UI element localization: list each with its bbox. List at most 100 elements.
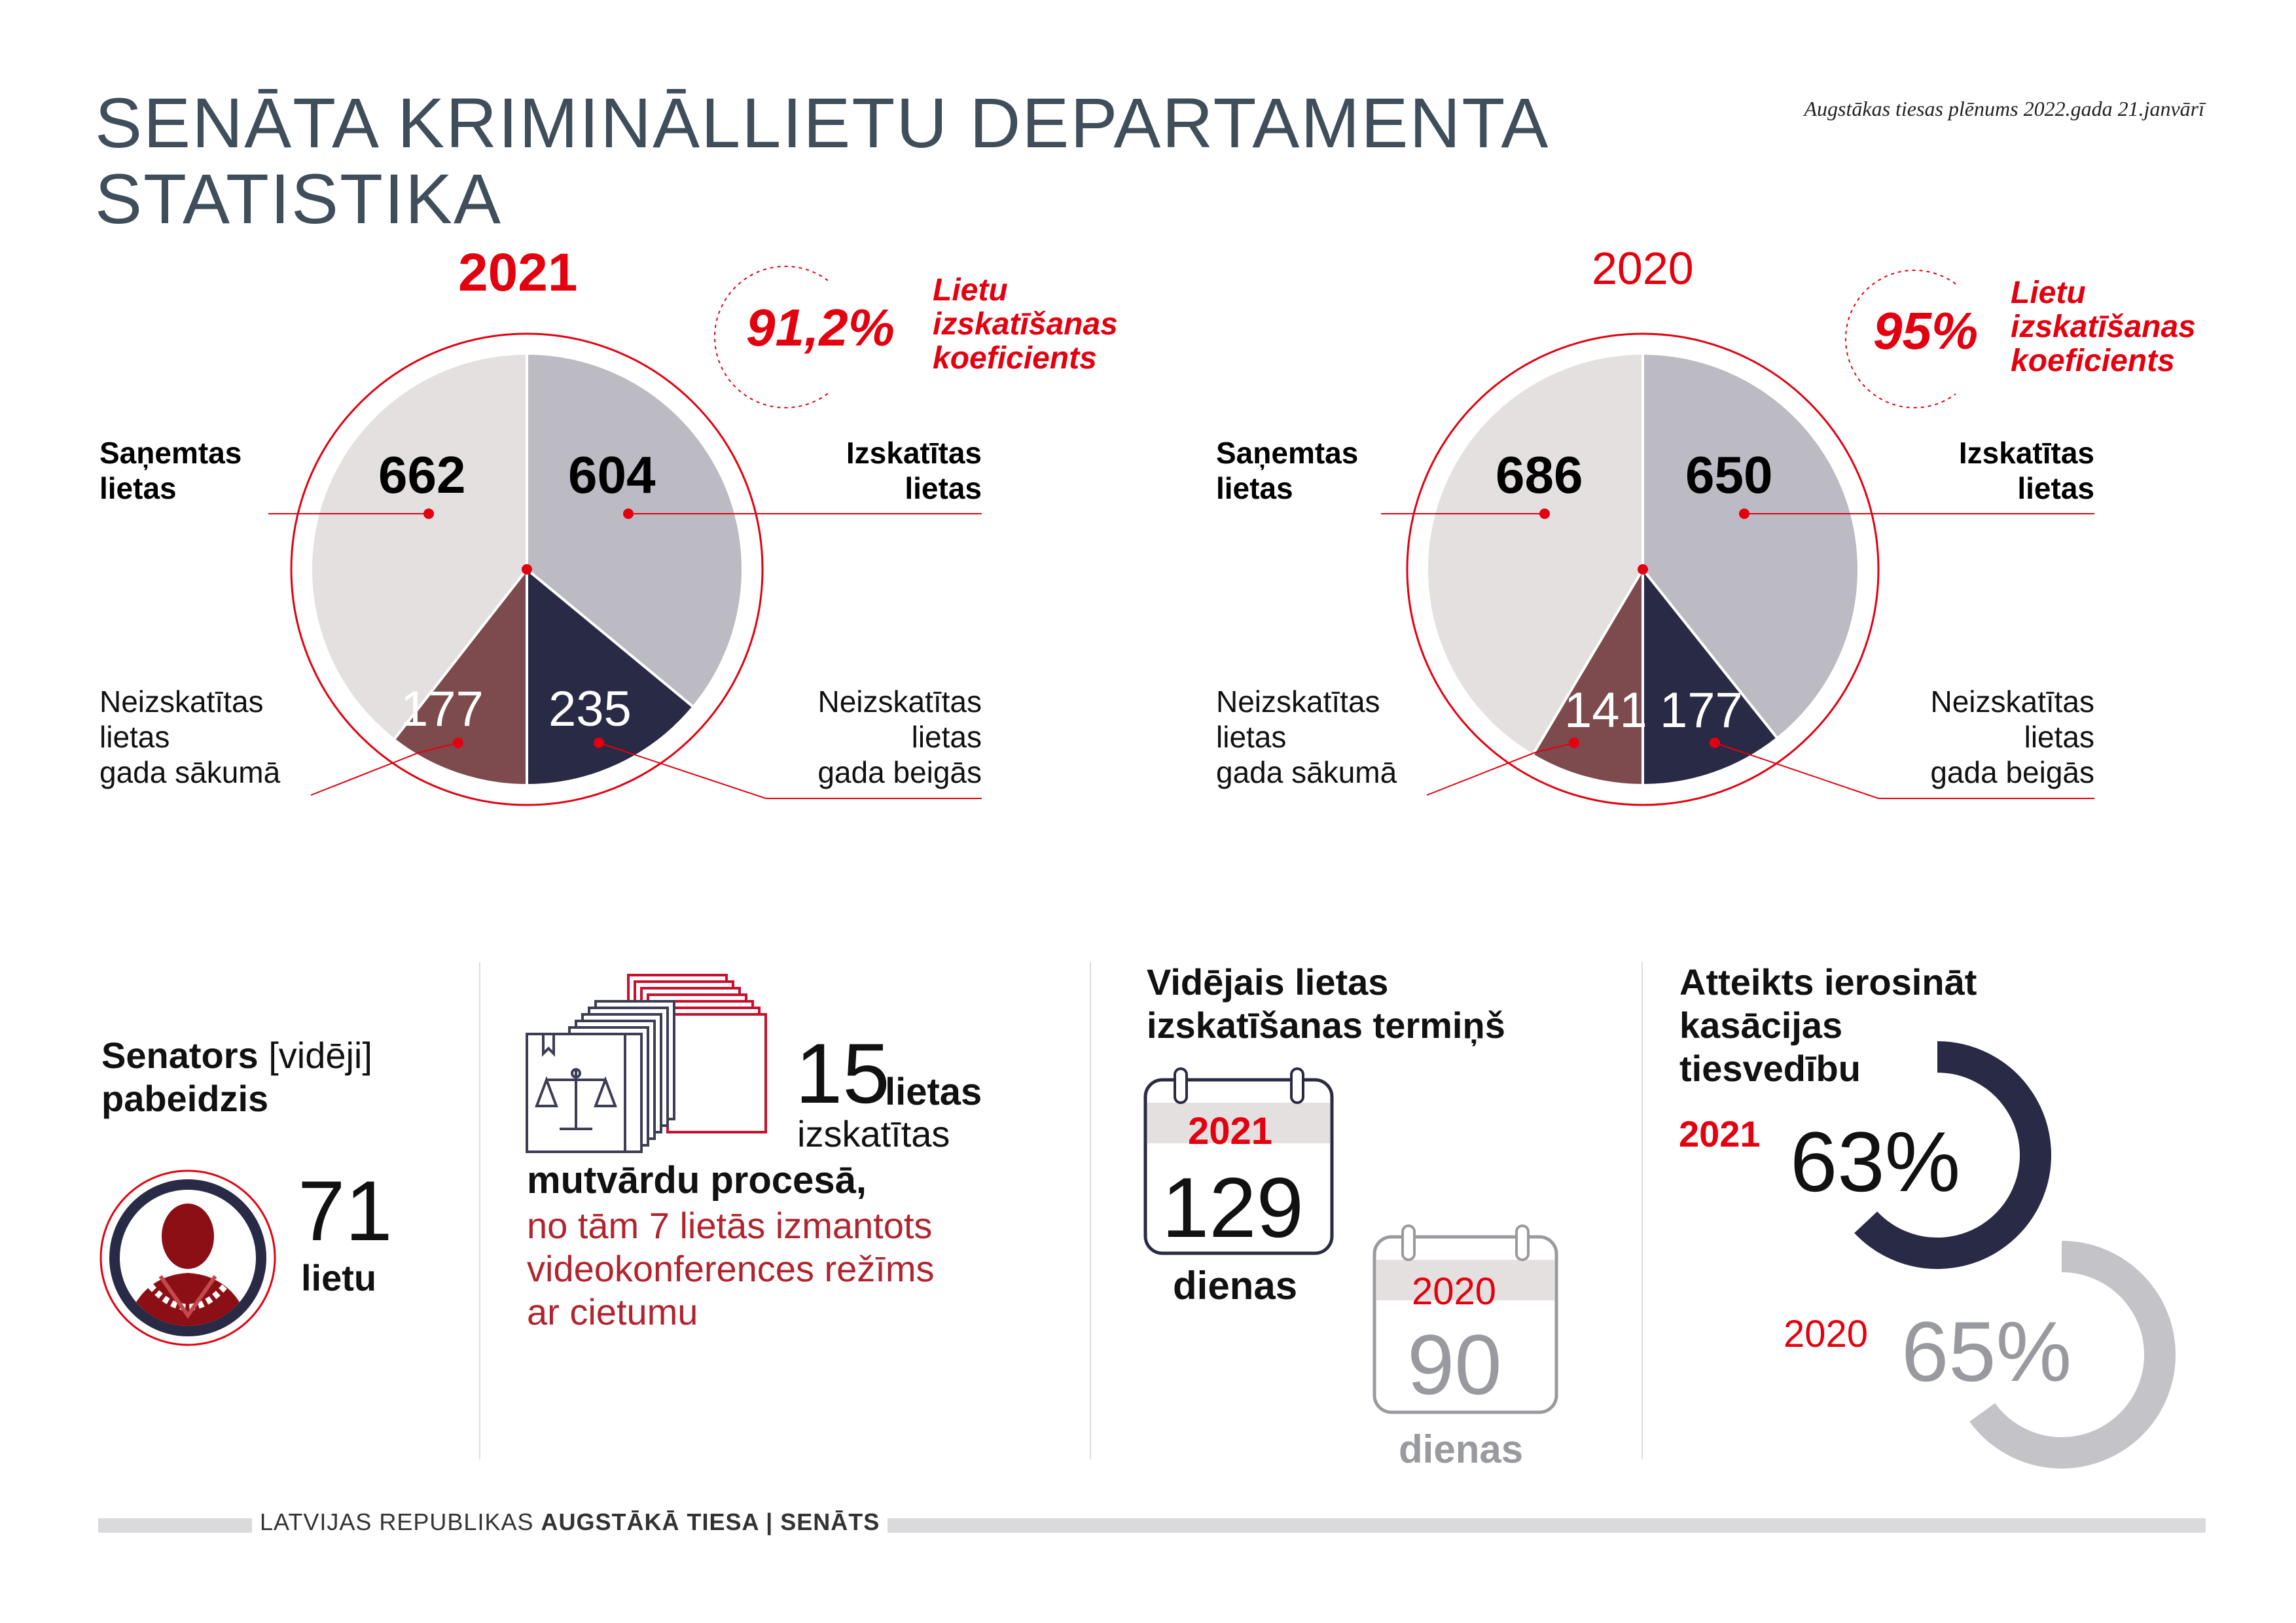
cassation-heading-line: Atteikts ierosināt: [1679, 961, 1977, 1003]
label-open-end-2021: Neizskatītas lietas gada beigās: [817, 684, 982, 790]
cassation-heading-line: tiesvedību: [1679, 1048, 1861, 1089]
value-open-start-2021: 177: [401, 681, 484, 737]
footer-bold: AUGSTĀKĀ TIESA | SENĀTS: [541, 1508, 880, 1535]
title-line-1: SENĀTA KRIMINĀLLIETU DEPARTAMENTA: [95, 83, 1550, 162]
label-line: lietas: [911, 720, 982, 754]
oral-note-line: no tām 7 lietās izmantots: [527, 1205, 933, 1246]
coefficient-2020: 95%: [1873, 302, 1979, 360]
label-line: gada beigās: [817, 755, 982, 789]
oral-bold-line: mutvārdu procesā,: [527, 1159, 867, 1202]
pie-center-dot: [522, 564, 532, 575]
oral-word2: izskatītas: [797, 1113, 950, 1154]
pie-slice-open-start: [1530, 564, 1644, 787]
value-examined-2021: 604: [568, 446, 656, 504]
senator-line2: pabeidzis: [101, 1078, 269, 1119]
oral-note: no tām 7 lietās izmantots videokonferenc…: [527, 1204, 935, 1334]
leader-open-start-dot: [453, 738, 463, 748]
duration-unit-2021: dienas: [1173, 1264, 1298, 1308]
pie-center-dot: [1638, 564, 1648, 575]
title-line-2: STATISTIKA: [95, 159, 503, 238]
senator-unit: lietu: [301, 1257, 377, 1298]
duration-value-2020: 90: [1407, 1317, 1502, 1412]
cassation-year-2021: 2021: [1679, 1113, 1761, 1154]
leader-received-dot: [1539, 508, 1550, 519]
label-line: lietas: [1216, 471, 1293, 505]
oral-word1: lietas: [885, 1071, 982, 1113]
footer-plain: LATVIJAS REPUBLIKAS: [260, 1508, 541, 1535]
duration-value-2021: 129: [1162, 1160, 1304, 1255]
donut-arc-2020: [1969, 1241, 2176, 1469]
footer-text: LATVIJAS REPUBLIKAS AUGSTĀKĀ TIESA | SEN…: [252, 1508, 888, 1536]
label-line: lietas: [2017, 471, 2094, 505]
value-received-2020: 686: [1496, 446, 1583, 504]
subtitle: Augstākas tiesas plēnums 2022.gada 21.ja…: [1804, 97, 2204, 120]
oral-note-line: ar cietumu: [527, 1291, 698, 1332]
coef-label-line: izskatīšanas: [933, 307, 1118, 342]
pie-2021: [268, 266, 982, 806]
duration-year-2021: 2021: [1188, 1110, 1273, 1152]
duration-unit-2020: dienas: [1399, 1427, 1524, 1471]
coefficient-label-2020: Lietu izskatīšanas koeficients: [2011, 276, 2196, 378]
leader-examined-dot: [623, 508, 634, 519]
duration-heading: Vidējais lietas izskatīšanas termiņš: [1147, 961, 1505, 1047]
label-line: lietas: [1216, 720, 1287, 754]
leader-open-start: [1426, 742, 1575, 796]
label-line: Saņemtas: [1216, 436, 1359, 470]
senator-heading: Senators [vidēji] pabeidzis: [101, 1034, 372, 1120]
calendar-2020-icon: [1372, 1224, 1558, 1414]
calendar-2021-icon: [1143, 1067, 1334, 1255]
senator-avatar-icon: [99, 1169, 276, 1346]
value-open-start-2020: 141: [1564, 683, 1647, 738]
coef-label-line: koeficients: [2011, 344, 2175, 378]
label-line: Izskatītas: [1958, 436, 2094, 470]
coefficient-2021: 91,2%: [746, 298, 895, 357]
senator-bold: Senators: [101, 1035, 259, 1076]
label-line: lietas: [99, 471, 177, 505]
oral-value: 15: [795, 1026, 890, 1121]
pie-slice-received: [1426, 351, 1644, 757]
label-open-end-2020: Neizskatītas lietas gada beigās: [1930, 684, 2094, 790]
value-received-2021: 662: [378, 446, 466, 504]
duration-heading-line: Vidējais lietas: [1147, 961, 1389, 1003]
coef-label-line: koeficients: [933, 341, 1097, 376]
label-line: lietas: [905, 471, 982, 505]
value-open-end-2021: 235: [548, 681, 632, 737]
pie-slice-open-start: [392, 565, 528, 787]
leader-open-start-dot: [1569, 738, 1579, 748]
label-line: lietas: [2024, 720, 2094, 754]
label-line: Neizskatītas: [99, 685, 264, 719]
coefficient-dotted-ring: [1845, 270, 1956, 408]
label-line: Saņemtas: [99, 436, 242, 470]
pie-slice-examined: [526, 351, 744, 709]
divider: [1641, 962, 1643, 1459]
duration-year-2020: 2020: [1412, 1270, 1497, 1313]
senator-value: 71: [298, 1163, 393, 1258]
label-open-start-2021: Neizskatītas lietas gada sākumā: [99, 684, 280, 790]
value-open-end-2020: 177: [1660, 683, 1743, 738]
label-line: gada beigās: [1930, 755, 2094, 789]
senator-plain: [vidēji]: [268, 1035, 372, 1076]
duration-heading-line: izskatīšanas termiņš: [1147, 1005, 1505, 1046]
cassation-heading-line: kasācijas: [1679, 1005, 1843, 1046]
label-line: Izskatītas: [846, 436, 982, 470]
page-title: SENĀTA KRIMINĀLLIETU DEPARTAMENTA STATIS…: [95, 85, 1549, 237]
leader-open-end: [598, 742, 982, 799]
label-line: gada sākumā: [1216, 755, 1397, 789]
oral-note-line: videokonferences režīms: [527, 1248, 935, 1289]
year-2021-heading: 2021: [458, 243, 578, 302]
coef-label-line: Lietu: [2011, 276, 2086, 310]
documents-scales-icon: [526, 974, 767, 1153]
coefficient-label-2021: Lietu izskatīšanas koeficients: [933, 274, 1118, 376]
leader-received-dot: [423, 508, 434, 519]
pie-slice-examined: [1641, 351, 1860, 740]
pie-slice-open-end: [526, 566, 696, 787]
pie-outline-ring: [290, 332, 764, 806]
value-examined-2020: 650: [1685, 446, 1773, 504]
leader-examined-dot: [1739, 508, 1749, 519]
divider: [479, 962, 480, 1459]
label-received-2021: Saņemtas lietas: [99, 435, 242, 506]
cassation-year-2020: 2020: [1784, 1313, 1869, 1355]
pie-outline-ring: [1406, 332, 1880, 806]
